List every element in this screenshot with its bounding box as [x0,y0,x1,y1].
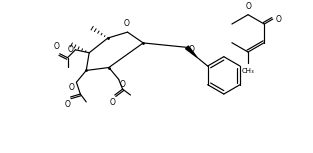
Text: O: O [110,98,116,107]
Text: O: O [276,15,282,24]
Text: O: O [68,45,74,54]
Text: O: O [189,45,195,54]
Polygon shape [186,46,197,57]
Text: O: O [64,100,70,109]
Text: O: O [245,2,251,11]
Text: O: O [124,19,130,28]
Text: O: O [120,80,126,89]
Text: CH₃: CH₃ [242,68,254,74]
Text: O: O [54,42,60,51]
Text: O: O [69,83,74,92]
